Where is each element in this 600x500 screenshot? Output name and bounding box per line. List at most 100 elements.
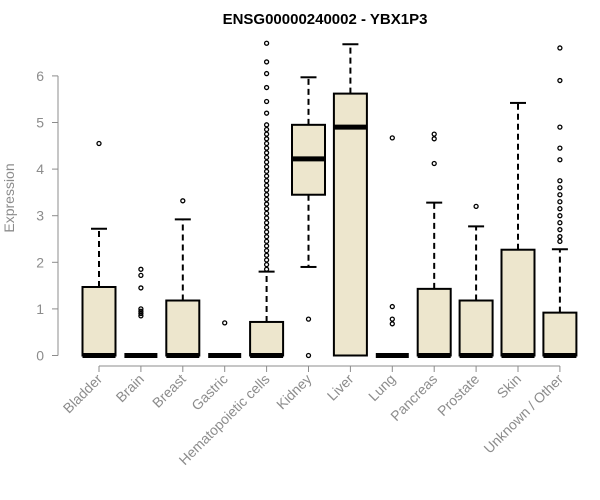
outlier-point	[305, 352, 312, 359]
outlier-point	[263, 178, 270, 184]
outlier-point	[263, 238, 270, 244]
outlier-point	[431, 160, 437, 167]
outlier-point	[263, 266, 270, 272]
outlier-point	[263, 126, 270, 133]
box-group-kidney	[291, 76, 326, 359]
outlier-point	[557, 206, 563, 212]
outlier-point	[263, 145, 270, 151]
outlier-point	[263, 220, 270, 226]
outlier-point	[263, 173, 270, 179]
outlier-point	[263, 196, 270, 203]
outlier-point	[557, 124, 563, 130]
x-tick-label: Bladder	[60, 371, 106, 417]
outlier-point	[138, 285, 144, 291]
box-body	[500, 248, 536, 357]
outlier-point	[557, 213, 563, 219]
outlier-point	[138, 308, 144, 314]
outlier-point	[557, 220, 563, 226]
outlier-point	[389, 316, 395, 322]
box-group-brain	[124, 266, 158, 358]
box-group-breast	[165, 198, 201, 358]
y-tick-label: 6	[36, 68, 44, 84]
outlier-point	[263, 210, 270, 217]
chart-title: ENSG00000240002 - YBX1P3	[223, 11, 428, 28]
box-group-lung	[375, 135, 409, 358]
outlier-point	[138, 313, 144, 319]
outlier-point	[263, 201, 270, 207]
outlier-point	[263, 164, 270, 170]
outlier-point	[263, 70, 270, 77]
outlier-point	[263, 154, 270, 161]
outlier-point	[263, 84, 270, 91]
outlier-point	[180, 198, 186, 204]
box-group-hematopoietic-cells	[249, 40, 285, 358]
outlier-point	[263, 150, 270, 156]
outlier-point	[263, 234, 270, 240]
outlier-point	[263, 122, 270, 128]
outlier-point	[138, 266, 144, 272]
outlier-point	[138, 306, 144, 312]
outlier-point	[263, 229, 270, 235]
box-group-bladder	[81, 140, 117, 358]
outlier-point	[557, 178, 563, 184]
outlier-point	[138, 272, 144, 278]
y-tick-label: 1	[36, 301, 44, 317]
outlier-point	[263, 257, 270, 263]
outlier-point	[557, 199, 563, 205]
outlier-point	[305, 316, 312, 322]
outlier-point	[263, 192, 270, 198]
x-tick-label: Prostate	[434, 371, 482, 419]
box-body	[249, 320, 285, 357]
outlier-point	[138, 310, 144, 317]
outlier-point	[263, 110, 270, 116]
outlier-point	[263, 252, 270, 258]
outlier-point	[263, 59, 270, 65]
outlier-point	[263, 187, 270, 193]
outlier-point	[557, 234, 563, 240]
outlier-point	[557, 45, 563, 51]
box-group-pancreas	[416, 131, 452, 358]
outlier-point	[263, 140, 270, 147]
box-group-skin	[500, 101, 536, 358]
box-body	[458, 299, 494, 357]
y-axis-label: Expression	[1, 163, 17, 232]
y-tick-label: 3	[36, 208, 44, 224]
y-tick-label: 5	[36, 115, 44, 131]
box-group-gastric	[208, 320, 242, 358]
outlier-point	[557, 238, 563, 244]
outlier-point	[473, 203, 479, 210]
outlier-point	[263, 206, 270, 212]
outlier-point	[431, 136, 437, 142]
outlier-point	[557, 77, 563, 84]
outlier-point	[557, 145, 563, 151]
outlier-point	[263, 243, 270, 249]
outlier-point	[557, 157, 563, 163]
outlier-point	[557, 185, 563, 191]
y-tick-label: 4	[36, 161, 44, 177]
box-body	[332, 92, 368, 357]
box-group-unknown-other	[542, 45, 578, 358]
x-tick-label: Breast	[149, 371, 189, 411]
x-tick-label: Lung	[365, 371, 398, 404]
outlier-point	[389, 321, 395, 327]
outlier-point	[263, 168, 270, 175]
outlier-point	[263, 261, 270, 268]
outlier-point	[263, 247, 270, 254]
outlier-point	[263, 40, 270, 46]
outlier-point	[557, 192, 563, 198]
outlier-point	[96, 140, 102, 147]
box-body	[81, 285, 117, 357]
outlier-point	[263, 215, 270, 221]
outlier-point	[263, 224, 270, 231]
outlier-point	[263, 136, 270, 142]
box-body	[542, 311, 578, 357]
x-tick-label: Kidney	[273, 371, 315, 413]
x-tick-label: Pancreas	[387, 371, 440, 424]
x-tick-label: Brain	[113, 371, 147, 405]
outlier-point	[557, 227, 563, 233]
box-group-prostate	[458, 203, 494, 358]
y-tick-label: 2	[36, 254, 44, 270]
outlier-point	[263, 98, 270, 105]
